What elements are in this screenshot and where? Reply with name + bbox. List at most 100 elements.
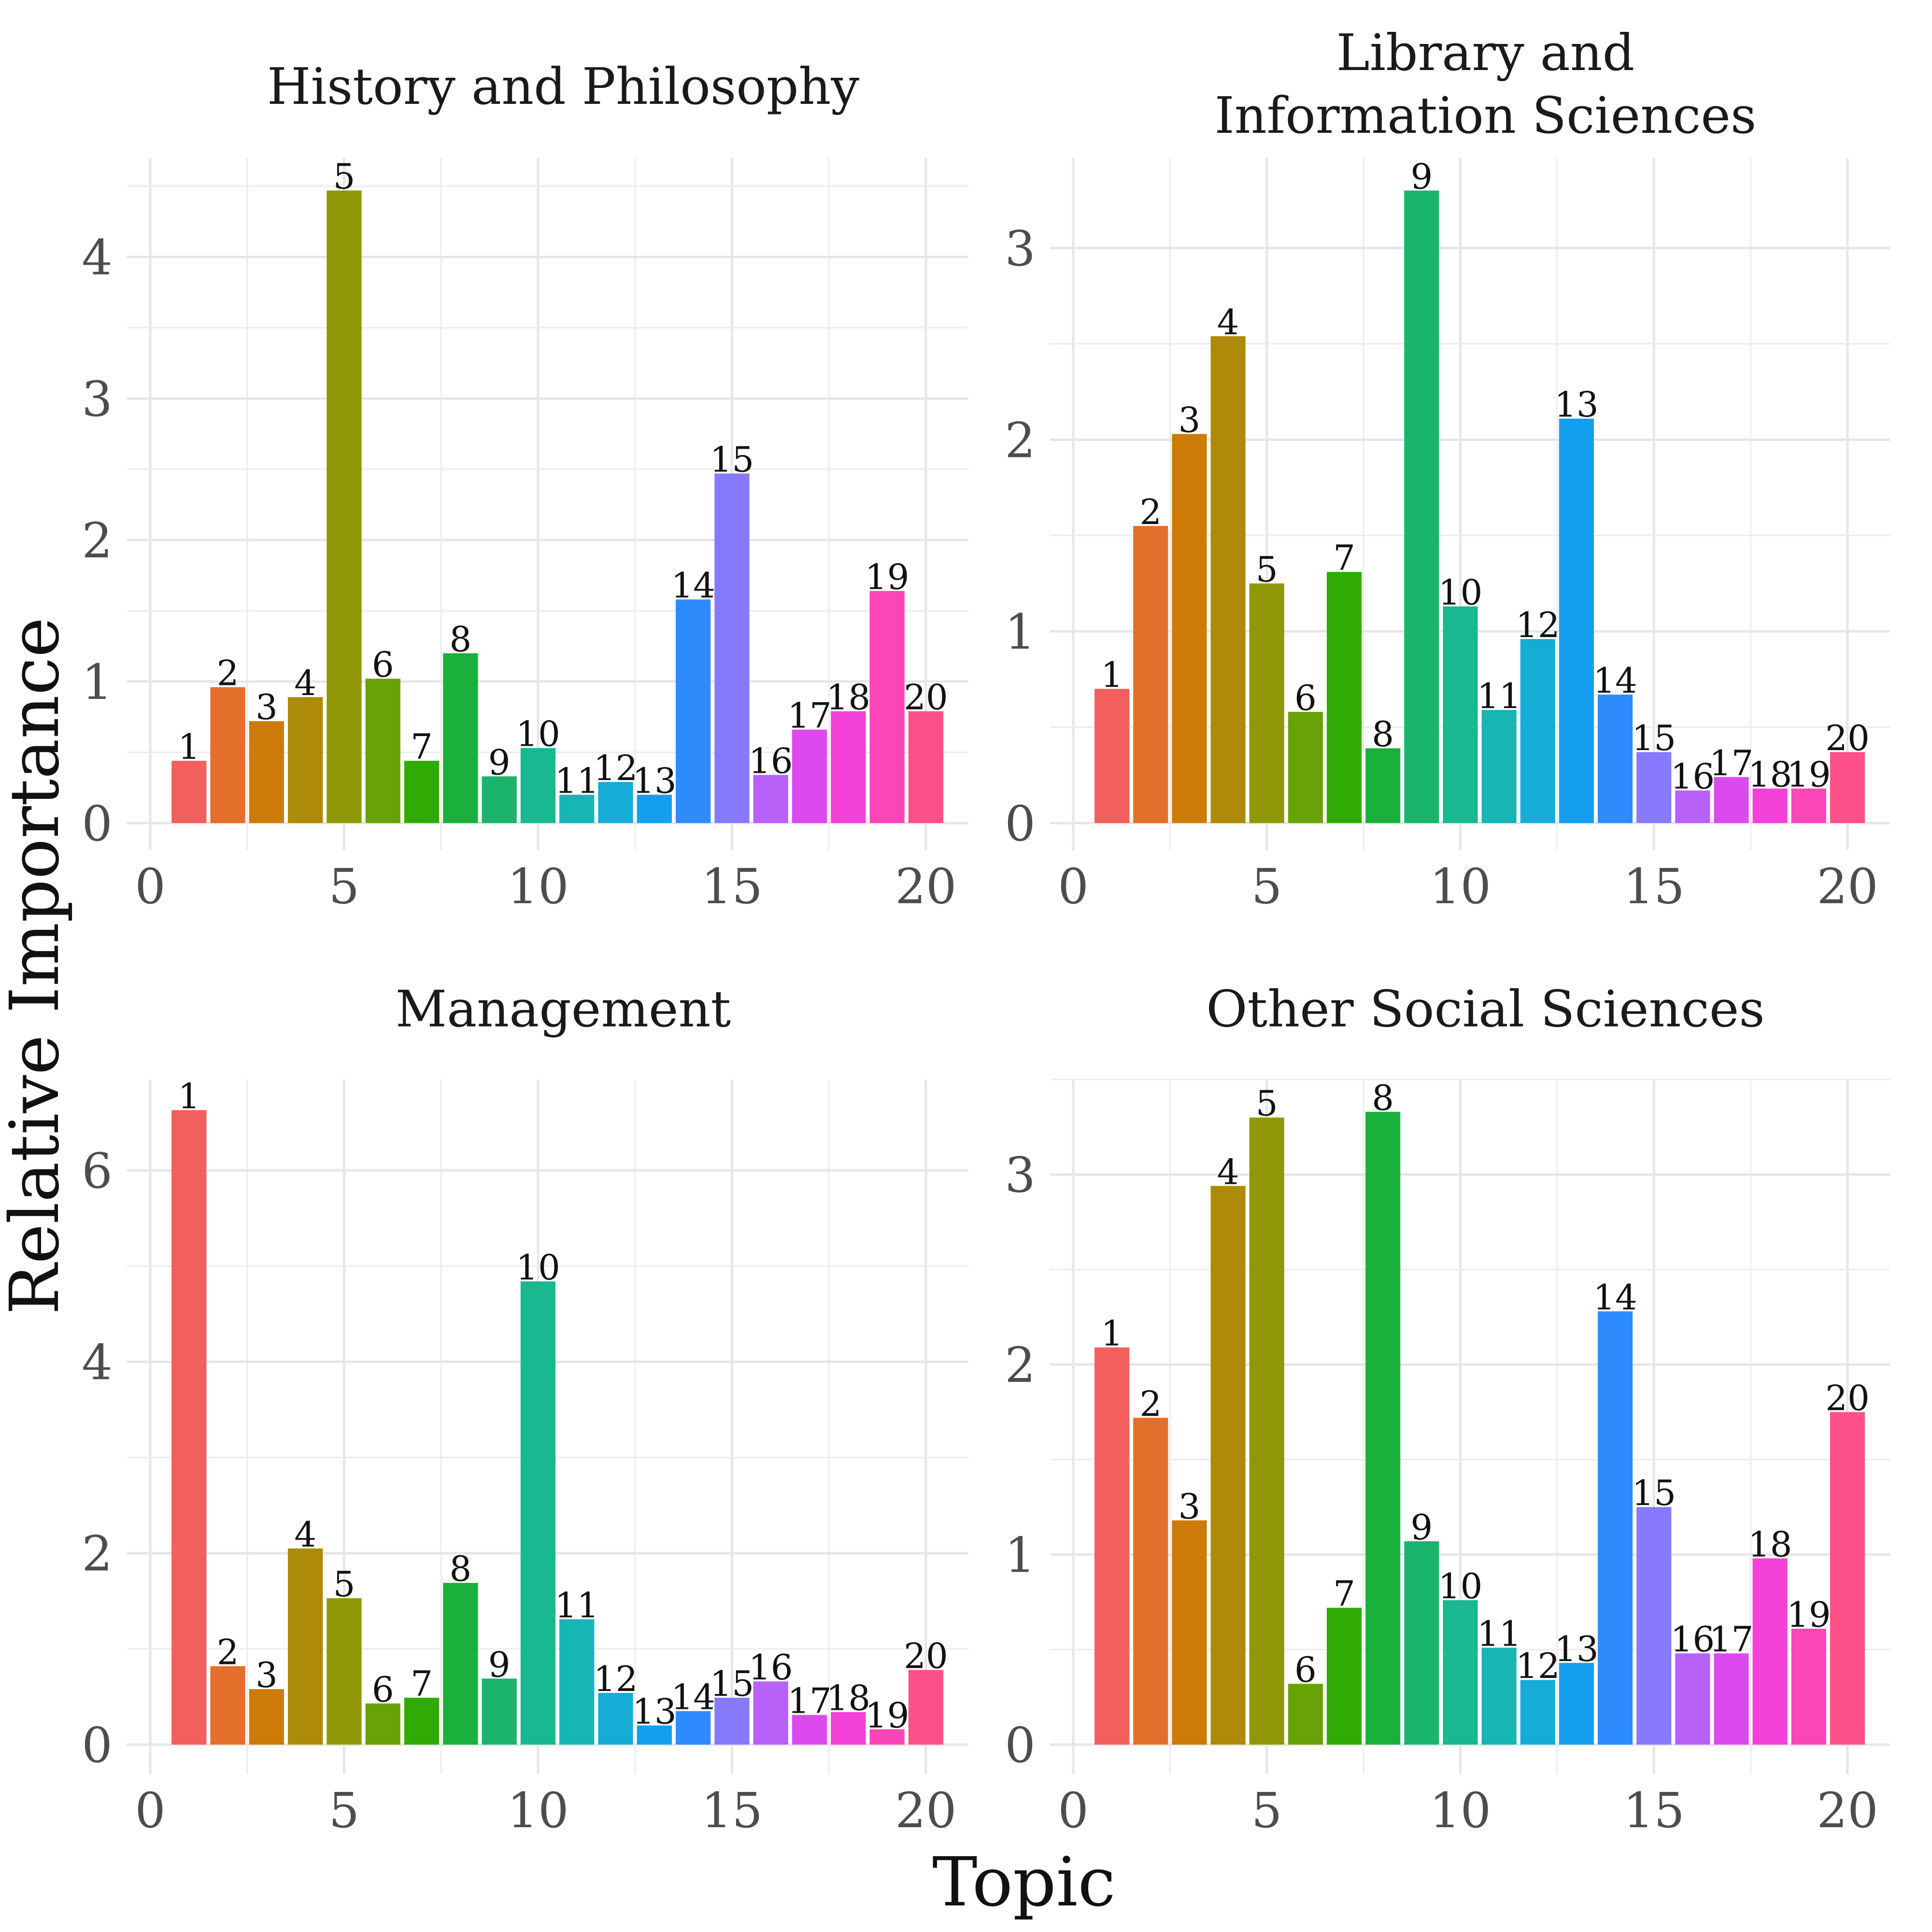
bar-topic-1 xyxy=(1094,689,1130,823)
bar-topic-4 xyxy=(1210,1186,1246,1745)
bar-label: 12 xyxy=(594,1659,638,1699)
bar-topic-16 xyxy=(1675,1653,1710,1745)
bar-topic-7 xyxy=(1326,572,1362,823)
bar-label: 18 xyxy=(826,677,871,718)
x-tick-label: 10 xyxy=(507,1782,568,1839)
y-tick-label: 3 xyxy=(1005,221,1036,277)
bar-label: 4 xyxy=(294,663,316,703)
y-tick-label: 0 xyxy=(82,1717,113,1774)
x-tick-label: 0 xyxy=(1058,1782,1089,1839)
bar-topic-4 xyxy=(1210,336,1246,823)
y-tick-label: 2 xyxy=(1005,1337,1036,1393)
x-tick-label: 20 xyxy=(1817,1782,1878,1839)
bar-topic-18 xyxy=(1752,1558,1788,1745)
bar-label: 16 xyxy=(749,740,793,781)
bar-topic-16 xyxy=(1675,790,1710,823)
bar-label: 4 xyxy=(1217,1151,1239,1192)
bar-topic-14 xyxy=(1598,1311,1633,1745)
bar-label: 17 xyxy=(787,1681,832,1721)
bar-topic-17 xyxy=(1714,1653,1749,1745)
bar-label: 3 xyxy=(1179,399,1201,440)
x-tick-label: 0 xyxy=(135,1782,166,1839)
bar-label: 19 xyxy=(865,1695,909,1735)
bar-label: 5 xyxy=(1256,1083,1278,1124)
bar-topic-10 xyxy=(1443,1600,1478,1745)
bar-topic-20 xyxy=(908,1670,944,1745)
bar-label: 9 xyxy=(488,742,511,782)
x-tick-label: 10 xyxy=(507,858,568,915)
bar-topic-1 xyxy=(171,1110,207,1745)
x-tick-label: 20 xyxy=(1817,858,1878,915)
bar-topic-3 xyxy=(249,721,284,823)
bar-topic-13 xyxy=(637,1725,672,1745)
bar-label: 17 xyxy=(1709,1619,1754,1660)
bar-topic-6 xyxy=(1288,1684,1323,1745)
bar-topic-15 xyxy=(1636,752,1672,823)
bar-label: 8 xyxy=(449,619,471,659)
bar-label: 2 xyxy=(1139,492,1162,532)
x-tick-label: 15 xyxy=(701,858,763,915)
bar-topic-8 xyxy=(443,1583,478,1745)
bar-label: 6 xyxy=(372,644,394,685)
bar-topic-19 xyxy=(869,591,905,823)
bar-topic-2 xyxy=(210,1666,245,1745)
x-tick-label: 15 xyxy=(1623,1782,1685,1839)
bar-label: 17 xyxy=(787,696,832,736)
bar-topic-19 xyxy=(869,1729,905,1745)
bar-topic-18 xyxy=(831,711,866,823)
bar-label: 7 xyxy=(1333,1574,1355,1614)
bar-topic-6 xyxy=(365,679,400,823)
bar-label: 20 xyxy=(1825,1378,1870,1419)
panel-title: History and Philosophy xyxy=(267,57,860,116)
bar-label: 20 xyxy=(1825,718,1870,758)
y-tick-label: 4 xyxy=(82,1334,113,1391)
bar-topic-8 xyxy=(1365,748,1401,823)
bar-topic-2 xyxy=(1133,526,1168,823)
bar-topic-5 xyxy=(1249,1117,1284,1745)
bar-label: 11 xyxy=(1477,1613,1521,1654)
bar-topic-1 xyxy=(1094,1347,1130,1745)
bar-label: 18 xyxy=(1748,1524,1792,1564)
y-tick-label: 0 xyxy=(82,796,113,852)
bar-topic-14 xyxy=(676,1711,711,1745)
bar-label: 8 xyxy=(1372,714,1394,754)
y-tick-label: 2 xyxy=(82,512,113,569)
bar-label: 13 xyxy=(632,760,677,801)
bar-label: 5 xyxy=(333,1564,355,1605)
bar-topic-20 xyxy=(1830,1412,1865,1745)
bar-topic-2 xyxy=(210,687,245,823)
bar-label: 11 xyxy=(554,760,599,801)
y-tick-label: 4 xyxy=(82,229,113,286)
bar-topic-11 xyxy=(1481,710,1517,823)
bar-label: 7 xyxy=(411,726,433,767)
x-tick-label: 5 xyxy=(1251,858,1282,915)
bar-label: 6 xyxy=(1294,1649,1317,1690)
x-tick-label: 10 xyxy=(1430,858,1491,915)
bar-label: 10 xyxy=(1438,572,1483,613)
bar-topic-10 xyxy=(1443,606,1478,823)
bar-label: 13 xyxy=(632,1691,677,1732)
x-tick-label: 5 xyxy=(329,858,360,915)
y-tick-label: 0 xyxy=(1005,1717,1036,1774)
bar-label: 12 xyxy=(1516,605,1560,645)
y-tick-label: 1 xyxy=(1005,1527,1036,1584)
bar-label: 20 xyxy=(904,677,948,718)
bar-label: 17 xyxy=(1709,743,1754,783)
bar-label: 2 xyxy=(1139,1383,1162,1424)
bar-topic-5 xyxy=(327,1598,362,1745)
y-tick-label: 1 xyxy=(1005,604,1036,660)
bar-topic-18 xyxy=(831,1712,866,1745)
bar-label: 12 xyxy=(594,748,638,788)
x-tick-label: 10 xyxy=(1430,1782,1491,1839)
x-tick-label: 15 xyxy=(1623,858,1685,915)
bar-topic-17 xyxy=(792,1715,827,1745)
bar-label: 13 xyxy=(1554,384,1599,425)
bar-topic-3 xyxy=(1172,1520,1207,1745)
bar-topic-6 xyxy=(365,1703,400,1745)
bar-topic-15 xyxy=(714,1697,750,1745)
bar-topic-9 xyxy=(482,776,517,823)
bar-topic-9 xyxy=(1404,1541,1439,1745)
bar-label: 1 xyxy=(178,1076,200,1116)
bar-topic-10 xyxy=(520,1281,556,1745)
